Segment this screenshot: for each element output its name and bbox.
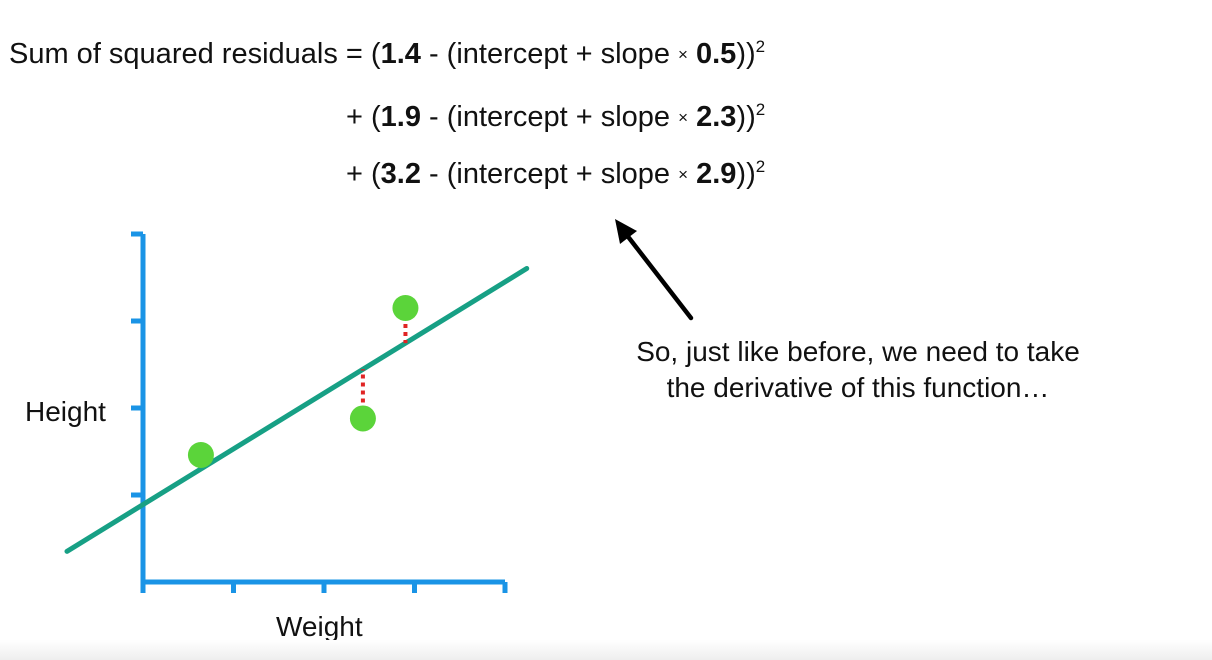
data-point: [187, 441, 214, 468]
observed-height: 3.2: [380, 158, 421, 190]
exponent: 2: [755, 37, 766, 56]
x-axis-label: Weight: [276, 611, 363, 642]
observed-height: 1.4: [380, 38, 421, 70]
equation-line-1: Sum of squared residuals = (1.4 - (inter…: [9, 37, 766, 70]
fit-line-group: [64, 265, 530, 554]
equation-line-2: + (1.9 - (intercept + slope × 2.3))2: [346, 100, 766, 133]
times-sign: ×: [678, 108, 689, 127]
observed-weight: 2.9: [696, 158, 737, 190]
data-point: [392, 294, 419, 321]
observed-weight: 2.3: [696, 101, 737, 133]
y-axis-label: Height: [25, 396, 106, 427]
axes: [131, 231, 508, 593]
arrow-icon: [615, 219, 694, 321]
observed-height: 1.9: [380, 101, 421, 133]
fit-line: [64, 265, 530, 554]
exponent: 2: [755, 100, 766, 119]
explanation-note: So, just like before, we need to take th…: [598, 334, 1118, 405]
exponent: 2: [755, 157, 766, 176]
data-point: [349, 405, 376, 432]
observed-weight: 0.5: [696, 38, 737, 70]
times-sign: ×: [678, 45, 688, 64]
bottom-shadow: [0, 640, 1212, 660]
equation-lhs: Sum of squared residuals =: [9, 38, 371, 70]
note-line-1: So, just like before, we need to take: [636, 336, 1080, 367]
note-line-2: the derivative of this function…: [666, 371, 1050, 403]
times-sign: ×: [678, 165, 689, 184]
data-points: [187, 294, 419, 468]
equation-line-3: + (3.2 - (intercept + slope × 2.9))2: [346, 157, 766, 190]
